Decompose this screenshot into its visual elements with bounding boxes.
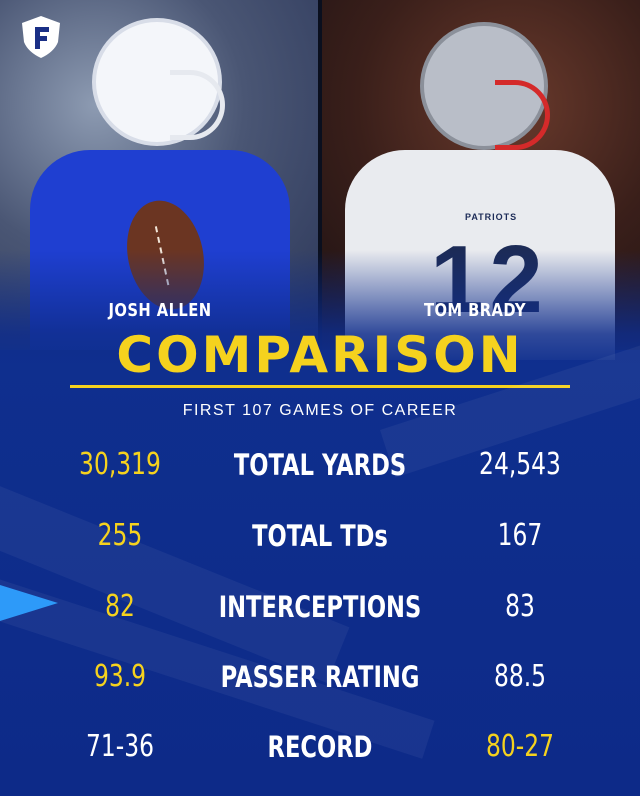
shield-f-logo-icon	[22, 16, 60, 58]
brady-jersey-text: PATRIOTS	[465, 212, 518, 222]
left-player-name: JOSH ALLEN	[108, 300, 212, 321]
stat-label: INTERCEPTIONS	[218, 590, 422, 624]
left-stat-value: 82	[105, 589, 135, 624]
stat-row: 30,319 TOTAL YARDS 24,543	[0, 440, 640, 490]
right-stat-value: 80-27	[485, 729, 555, 764]
photo-fade	[0, 250, 640, 370]
photo-divider	[318, 0, 322, 350]
stat-label: RECORD	[267, 730, 373, 764]
allen-facemask	[170, 70, 225, 140]
right-stat-value: 83	[505, 589, 535, 624]
stat-row: 71-36 RECORD 80-27	[0, 722, 640, 772]
right-stat-value: 167	[497, 518, 543, 553]
page-title: COMPARISON	[116, 326, 524, 384]
right-player-name: TOM BRADY	[423, 300, 527, 321]
title-underline	[70, 385, 570, 388]
left-stat-value: 30,319	[79, 447, 161, 482]
stat-row: 255 TOTAL TDs 167	[0, 511, 640, 561]
stat-label: TOTAL TDs	[252, 519, 388, 553]
left-stat-value: 71-36	[85, 729, 155, 764]
left-stat-value: 93.9	[93, 659, 147, 694]
stat-label: TOTAL YARDS	[233, 448, 407, 482]
stat-row: 93.9 PASSER RATING 88.5	[0, 652, 640, 702]
left-stat-value: 255	[97, 518, 143, 553]
stat-label: PASSER RATING	[220, 660, 420, 694]
accent-triangle	[0, 585, 58, 621]
brady-facemask	[495, 80, 550, 150]
right-stat-value: 88.5	[493, 659, 547, 694]
right-stat-value: 24,543	[479, 447, 561, 482]
stat-row: 82 INTERCEPTIONS 83	[0, 582, 640, 632]
page-subtitle: FIRST 107 GAMES OF CAREER	[182, 402, 458, 419]
